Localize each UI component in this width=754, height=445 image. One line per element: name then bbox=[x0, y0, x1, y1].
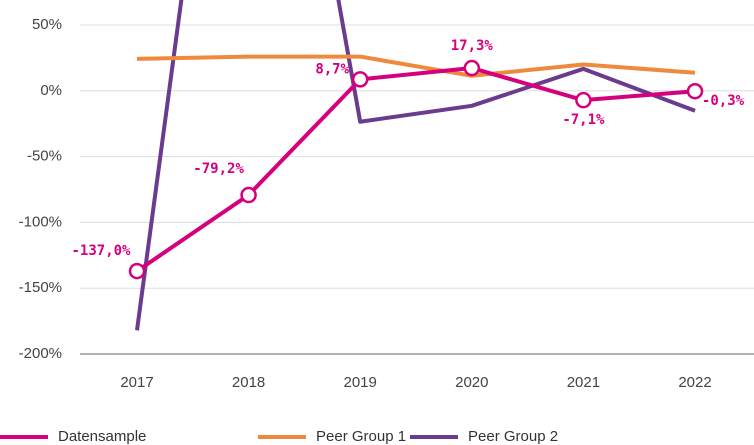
labels: -200% -150% -100% -50% 0% 50% 2017 2018 2019 2020… bbox=[0, 16, 745, 445]
point bbox=[575, 91, 592, 109]
point bbox=[240, 186, 257, 204]
x-tick-label: 2022 bbox=[678, 374, 711, 391]
series-line bbox=[135, 0, 696, 331]
data-label: -79,2% bbox=[193, 161, 244, 177]
x-tick-label: 2020 bbox=[455, 374, 488, 391]
data-label: 17,3% bbox=[451, 38, 494, 54]
plot-area bbox=[135, 0, 696, 331]
grid bbox=[80, 24, 754, 355]
data-label: -0,3% bbox=[702, 93, 745, 109]
data-label: -7,1% bbox=[562, 112, 605, 128]
x-tick-label: 2017 bbox=[120, 374, 153, 391]
x-tick-label: 2021 bbox=[567, 374, 600, 391]
data-label: 8,7% bbox=[315, 61, 349, 77]
legend-label: Peer Group 2 bbox=[468, 428, 558, 445]
y-tick-label: -200% bbox=[19, 345, 62, 362]
series-line bbox=[136, 54, 696, 78]
legend-label: Datensample bbox=[58, 428, 146, 445]
point bbox=[128, 262, 146, 280]
y-tick-label: -50% bbox=[27, 148, 62, 165]
series-line bbox=[135, 66, 696, 273]
point bbox=[351, 71, 369, 88]
legend-label: Peer Group 1 bbox=[316, 428, 406, 445]
point bbox=[686, 82, 704, 100]
data-label: -137,0% bbox=[71, 243, 131, 259]
y-tick-label: 50% bbox=[32, 16, 62, 33]
point bbox=[463, 59, 481, 77]
y-tick-label: 0% bbox=[40, 82, 62, 99]
x-tick-label: 2018 bbox=[232, 374, 265, 391]
y-tick-label: -150% bbox=[19, 279, 62, 296]
x-tick-label: 2019 bbox=[344, 374, 377, 391]
y-tick-label: -100% bbox=[19, 213, 62, 230]
